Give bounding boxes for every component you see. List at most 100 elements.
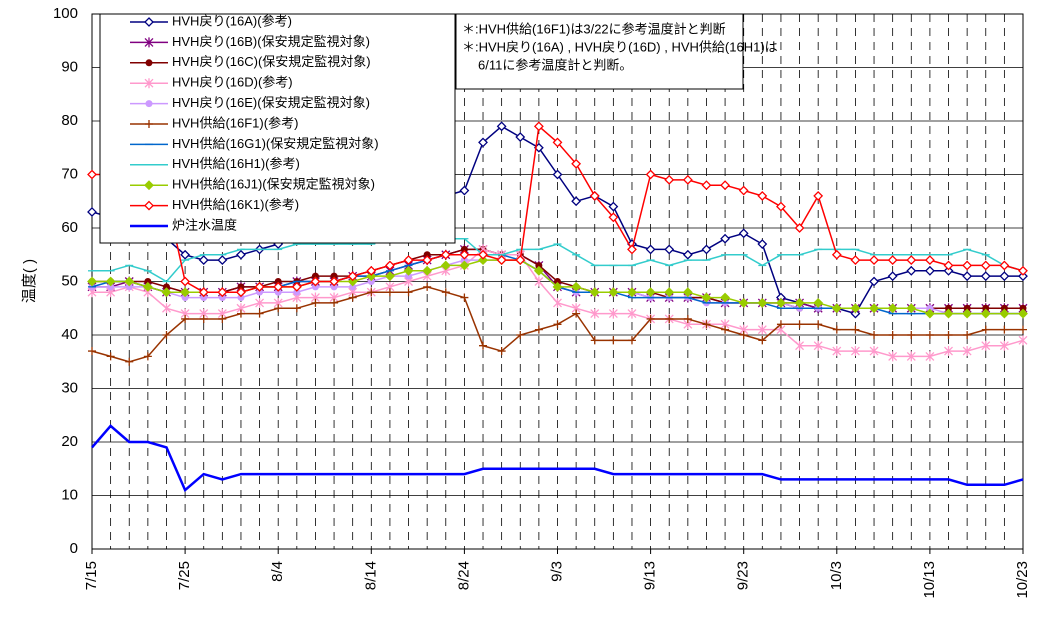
marker: [496, 255, 507, 266]
marker: [571, 196, 582, 207]
marker: [887, 271, 898, 282]
annotation: 6/11に参考温度計と判断。: [478, 57, 632, 72]
y-axis-label: 温度( ): [21, 259, 38, 303]
marker: [776, 297, 786, 308]
marker: [924, 308, 935, 319]
y-tick-label: 80: [61, 112, 78, 129]
marker: [217, 255, 228, 266]
marker: [794, 223, 805, 233]
marker: [720, 180, 730, 191]
marker: [962, 271, 973, 282]
marker: [1018, 335, 1028, 346]
marker: [999, 308, 1010, 319]
marker: [813, 297, 824, 308]
marker: [1018, 271, 1028, 282]
legend-label: HVH供給(16H1)(参考): [172, 156, 300, 171]
marker: [254, 281, 265, 292]
marker: [720, 292, 730, 303]
marker: [831, 249, 842, 260]
marker: [999, 271, 1010, 282]
legend-label: HVH戻り(16D)(参考): [172, 75, 293, 90]
marker: [200, 294, 208, 302]
marker: [962, 346, 972, 357]
marker: [552, 137, 563, 148]
marker: [145, 100, 153, 108]
marker: [533, 121, 544, 132]
marker: [125, 357, 134, 366]
marker: [553, 320, 562, 329]
marker: [925, 351, 935, 362]
marker: [906, 351, 916, 362]
marker: [888, 331, 897, 339]
marker: [869, 346, 879, 357]
marker: [329, 276, 339, 287]
marker: [366, 271, 377, 282]
x-tick-label: 9/23: [735, 561, 752, 590]
marker: [963, 304, 971, 312]
marker: [999, 260, 1010, 271]
marker: [980, 271, 991, 282]
marker: [832, 325, 841, 334]
x-tick-label: 9/13: [642, 561, 659, 590]
legend: [99, 13, 456, 244]
marker: [198, 287, 209, 298]
marker: [347, 271, 358, 282]
marker: [757, 190, 768, 201]
x-tick-label: 7/15: [83, 561, 100, 590]
y-tick-label: 40: [61, 326, 78, 343]
marker: [347, 276, 358, 287]
y-tick-label: 30: [61, 379, 78, 396]
legend-label: 炉注水温度: [172, 217, 237, 232]
marker: [479, 341, 488, 350]
marker: [273, 281, 284, 292]
marker: [199, 314, 208, 323]
marker: [124, 276, 135, 287]
legend-label: HVH供給(16J1)(保安規定監視対象): [172, 177, 375, 192]
marker: [757, 239, 768, 249]
marker: [237, 283, 245, 291]
marker: [906, 265, 917, 276]
marker: [162, 331, 171, 339]
marker: [664, 287, 675, 298]
marker: [1019, 304, 1027, 312]
marker: [813, 340, 823, 351]
marker: [292, 304, 301, 313]
marker: [87, 169, 97, 180]
marker: [423, 251, 431, 259]
marker: [870, 331, 879, 339]
legend-label: HVH供給(16G1)(保安規定監視対象): [172, 136, 379, 151]
marker: [144, 180, 154, 191]
marker: [274, 288, 282, 296]
marker: [478, 249, 488, 260]
series-line: [91, 424, 1024, 493]
marker: [794, 297, 805, 308]
marker: [926, 304, 934, 312]
marker: [645, 169, 656, 180]
legend-label: HVH戻り(16C)(保安規定監視対象): [172, 54, 371, 69]
marker: [850, 308, 861, 319]
marker: [944, 346, 953, 357]
marker: [534, 325, 543, 334]
marker: [198, 255, 209, 266]
marker: [608, 308, 618, 319]
marker: [291, 281, 302, 292]
marker: [460, 245, 468, 253]
marker: [330, 298, 339, 307]
y-tick-label: 90: [61, 58, 78, 75]
legend-label: HVH戻り(16B)(保安規定監視対象): [172, 34, 370, 49]
marker: [293, 288, 301, 296]
marker: [217, 287, 228, 298]
marker: [776, 201, 786, 212]
marker: [348, 293, 357, 302]
marker: [162, 283, 170, 291]
marker: [701, 292, 712, 303]
marker: [553, 297, 562, 308]
x-tick-label: 10/23: [1014, 561, 1031, 599]
marker: [330, 283, 338, 291]
marker: [385, 260, 395, 271]
marker: [982, 304, 990, 312]
marker: [256, 288, 264, 296]
x-tick-label: 7/25: [176, 561, 193, 590]
marker: [739, 331, 748, 339]
